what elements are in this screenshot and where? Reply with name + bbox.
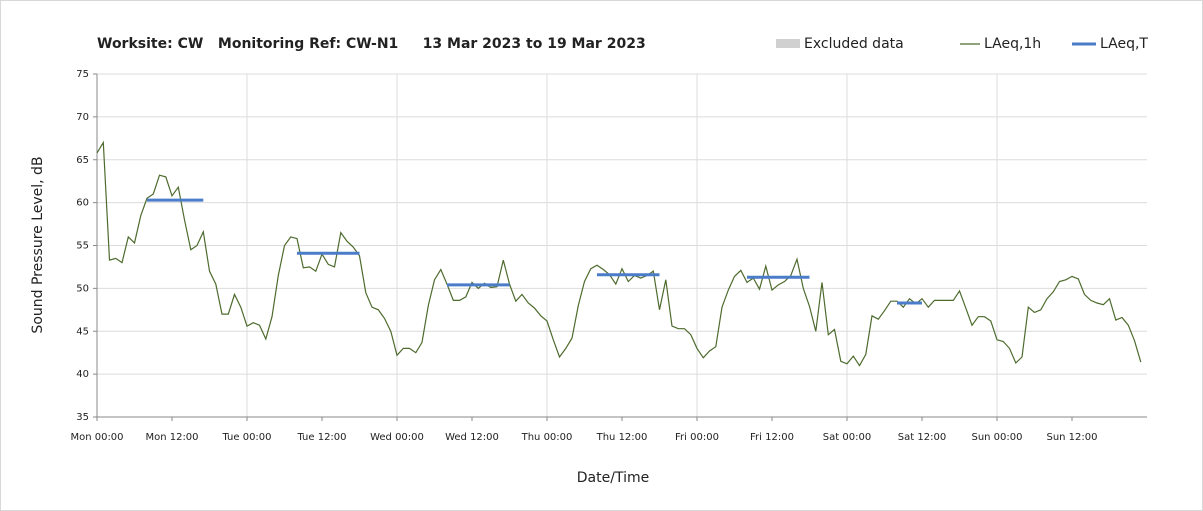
- y-tick-label: 50: [76, 283, 89, 294]
- legend-label: LAeq,T: [1100, 36, 1148, 52]
- x-tick-label: Mon 00:00: [70, 432, 123, 443]
- x-tick-label: Sat 12:00: [898, 432, 946, 443]
- x-axis-label: Date/Time: [577, 470, 649, 486]
- y-tick-label: 40: [76, 369, 89, 380]
- y-tick-label: 55: [76, 241, 89, 252]
- x-tick-label: Wed 00:00: [370, 432, 424, 443]
- data-line: [96, 140, 1142, 367]
- x-tick-label: Sun 00:00: [971, 432, 1022, 443]
- x-tick-label: Tue 12:00: [296, 432, 346, 443]
- x-tick-label: Sun 12:00: [1046, 432, 1097, 443]
- x-tick-label: Thu 12:00: [596, 432, 648, 443]
- x-tick-label: Sat 00:00: [823, 432, 871, 443]
- legend-label: Excluded data: [804, 36, 904, 52]
- y-tick-label: 45: [76, 326, 89, 337]
- y-tick-label: 70: [76, 112, 89, 123]
- y-tick-label: 75: [76, 69, 89, 80]
- x-tick-label: Fri 12:00: [750, 432, 794, 443]
- x-tick-label: Fri 00:00: [675, 432, 719, 443]
- legend-swatch: [776, 39, 800, 48]
- x-tick-label: Wed 12:00: [445, 432, 499, 443]
- y-tick-label: 35: [76, 412, 89, 423]
- x-tick-label: Mon 12:00: [145, 432, 198, 443]
- legend-label: LAeq,1h: [984, 36, 1041, 52]
- x-tick-label: Tue 00:00: [221, 432, 271, 443]
- y-tick-label: 65: [76, 155, 89, 166]
- chart-title: Worksite: CW Monitoring Ref: CW-N1 13 Ma…: [97, 36, 646, 52]
- y-axis-label: Sound Pressure Level, dB: [30, 156, 46, 333]
- x-tick-label: Thu 00:00: [521, 432, 573, 443]
- y-tick-label: 60: [76, 198, 89, 209]
